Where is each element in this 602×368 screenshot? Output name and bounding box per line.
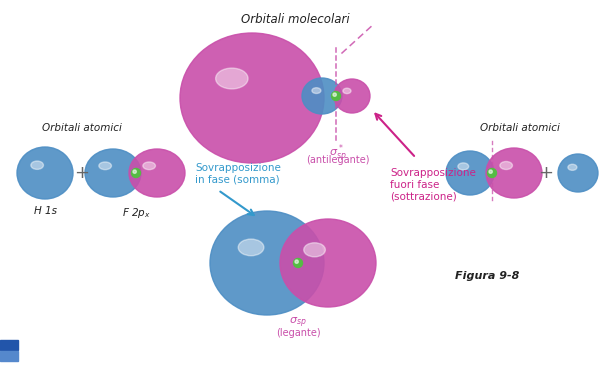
Ellipse shape (143, 162, 155, 170)
Text: F 2$p_x$: F 2$p_x$ (122, 206, 150, 220)
Text: Sovrapposizione
fuori fase
(sottrazione): Sovrapposizione fuori fase (sottrazione) (390, 168, 476, 201)
Ellipse shape (302, 78, 342, 114)
Ellipse shape (558, 154, 598, 192)
Text: (antilegante): (antilegante) (306, 155, 370, 165)
Text: Orbitali molecolari: Orbitali molecolari (241, 13, 349, 26)
Text: $\sigma_{sp}$: $\sigma_{sp}$ (289, 316, 307, 330)
Bar (0, 351, 18, 361)
Ellipse shape (568, 164, 577, 170)
Circle shape (488, 169, 497, 177)
Ellipse shape (304, 243, 325, 257)
Circle shape (333, 93, 337, 96)
Circle shape (489, 170, 492, 173)
Ellipse shape (129, 149, 185, 197)
Ellipse shape (312, 88, 321, 93)
Text: (legante): (legante) (276, 328, 320, 338)
Circle shape (294, 258, 302, 268)
Text: +: + (539, 164, 553, 182)
Text: +: + (75, 164, 90, 182)
Ellipse shape (446, 151, 494, 195)
Text: Figura 9-8: Figura 9-8 (455, 271, 520, 281)
Ellipse shape (85, 149, 141, 197)
Ellipse shape (17, 147, 73, 199)
Ellipse shape (180, 33, 324, 163)
Ellipse shape (458, 163, 469, 170)
Ellipse shape (500, 162, 512, 170)
Ellipse shape (334, 79, 370, 113)
Ellipse shape (31, 161, 43, 169)
Ellipse shape (486, 148, 542, 198)
Ellipse shape (216, 68, 248, 89)
Ellipse shape (280, 219, 376, 307)
Circle shape (133, 170, 137, 173)
Ellipse shape (210, 211, 324, 315)
Ellipse shape (238, 239, 264, 256)
Circle shape (332, 92, 341, 100)
Text: Orbitali atomici: Orbitali atomici (42, 123, 122, 133)
Bar (0, 340, 18, 350)
Text: H 1s: H 1s (34, 206, 57, 216)
Circle shape (295, 260, 299, 263)
Text: Sovrapposizione
in fase (somma): Sovrapposizione in fase (somma) (195, 163, 281, 185)
Ellipse shape (99, 162, 111, 170)
Text: $\sigma^*_{sp}$: $\sigma^*_{sp}$ (329, 143, 347, 165)
Circle shape (131, 169, 140, 177)
Text: Orbitali atomici: Orbitali atomici (480, 123, 560, 133)
Ellipse shape (343, 88, 351, 93)
